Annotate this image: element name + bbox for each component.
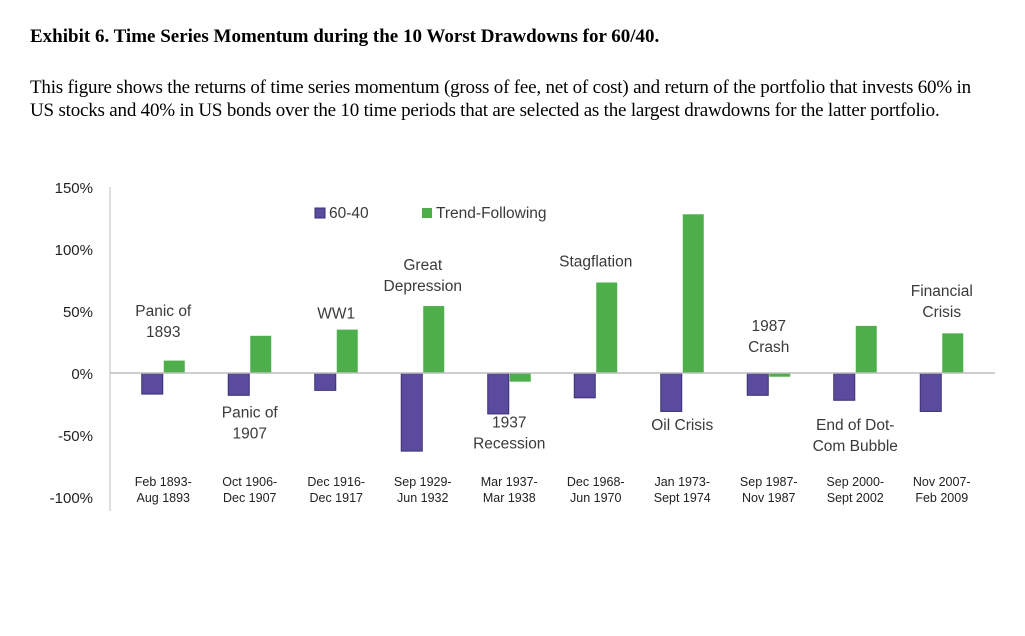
event-annotation: WW1 xyxy=(317,305,355,322)
y-axis: 150% 100% 50% 0% -50% -100% xyxy=(50,180,111,511)
legend-swatch xyxy=(422,208,432,218)
event-annotation: Great Depression xyxy=(384,257,462,295)
event-annotation: 1987 Crash xyxy=(748,318,789,356)
event-annotation: Panic of 1893 xyxy=(135,303,192,341)
bar-trend-following xyxy=(942,333,964,373)
bar-60-40 xyxy=(487,372,510,415)
bar-trend-following xyxy=(682,214,704,373)
y-tick-label: 150% xyxy=(55,180,93,197)
x-tick-label: Mar 1937-Mar 1938 xyxy=(481,475,538,505)
figure-caption: This figure shows the returns of time se… xyxy=(30,77,971,121)
y-tick-label: 50% xyxy=(63,304,93,321)
bar-trend-following xyxy=(336,329,358,373)
bar-60-40 xyxy=(833,372,856,401)
event-annotation: Panic of 1907 xyxy=(222,405,279,443)
x-tick-label: Sep 1987-Nov 1987 xyxy=(740,475,798,505)
x-tick-label: Dec 1916-Dec 1917 xyxy=(307,475,365,505)
bar-60-40 xyxy=(660,372,683,412)
legend-label: 60-40 xyxy=(329,205,369,222)
y-tick-label: -50% xyxy=(58,428,93,445)
bar-60-40 xyxy=(400,372,423,452)
bar-trend-following xyxy=(596,282,618,373)
event-annotations: Panic of 1893 Panic of 1907 WW1 Great Depressi… xyxy=(135,253,973,455)
y-tick-label: 0% xyxy=(71,366,93,383)
x-tick-label: Dec 1968-Jun 1970 xyxy=(567,475,625,505)
legend: 60-40 Trend-Following xyxy=(314,205,547,222)
bar-60-40 xyxy=(573,372,596,399)
legend-label: Trend-Following xyxy=(436,205,547,222)
x-tick-label: Feb 1893-Aug 1893 xyxy=(135,475,192,505)
event-annotation: Financial Crisis xyxy=(911,283,973,321)
x-tick-label: Oct 1906-Dec 1907 xyxy=(222,475,277,505)
bar-60-40 xyxy=(919,372,942,412)
x-tick-label: Sep 2000-Sept 2002 xyxy=(826,475,884,505)
bar-trend-following xyxy=(769,373,791,377)
exhibit-title: Exhibit 6. Time Series Momentum during t… xyxy=(30,26,660,47)
x-tick-label: Nov 2007-Feb 2009 xyxy=(913,475,971,505)
bar-trend-following xyxy=(250,335,272,373)
bar-60-40 xyxy=(227,372,250,396)
x-axis: Feb 1893-Aug 1893 Oct 1906-Dec 1907 Dec 19… xyxy=(110,372,995,505)
event-annotation: 1937 Recession xyxy=(473,415,545,453)
bar-trend-following xyxy=(509,373,531,382)
bar-trend-following xyxy=(855,325,877,373)
bars xyxy=(141,214,964,452)
bar-60-40 xyxy=(141,372,164,395)
bar-trend-following xyxy=(423,306,445,373)
x-tick-label: Sep 1929-Jun 1932 xyxy=(394,475,452,505)
bar-trend-following xyxy=(163,360,185,373)
y-tick-label: -100% xyxy=(50,490,93,507)
x-tick-label: Jan 1973-Sept 1974 xyxy=(654,475,711,505)
legend-swatch xyxy=(314,207,326,219)
bar-60-40 xyxy=(314,372,337,391)
bar-60-40 xyxy=(746,372,769,396)
y-tick-label: 100% xyxy=(55,242,93,259)
event-annotation: Stagflation xyxy=(559,253,632,270)
event-annotation: Oil Crisis xyxy=(651,417,713,434)
event-annotation: End of Dot-Com Bubble xyxy=(813,417,898,455)
